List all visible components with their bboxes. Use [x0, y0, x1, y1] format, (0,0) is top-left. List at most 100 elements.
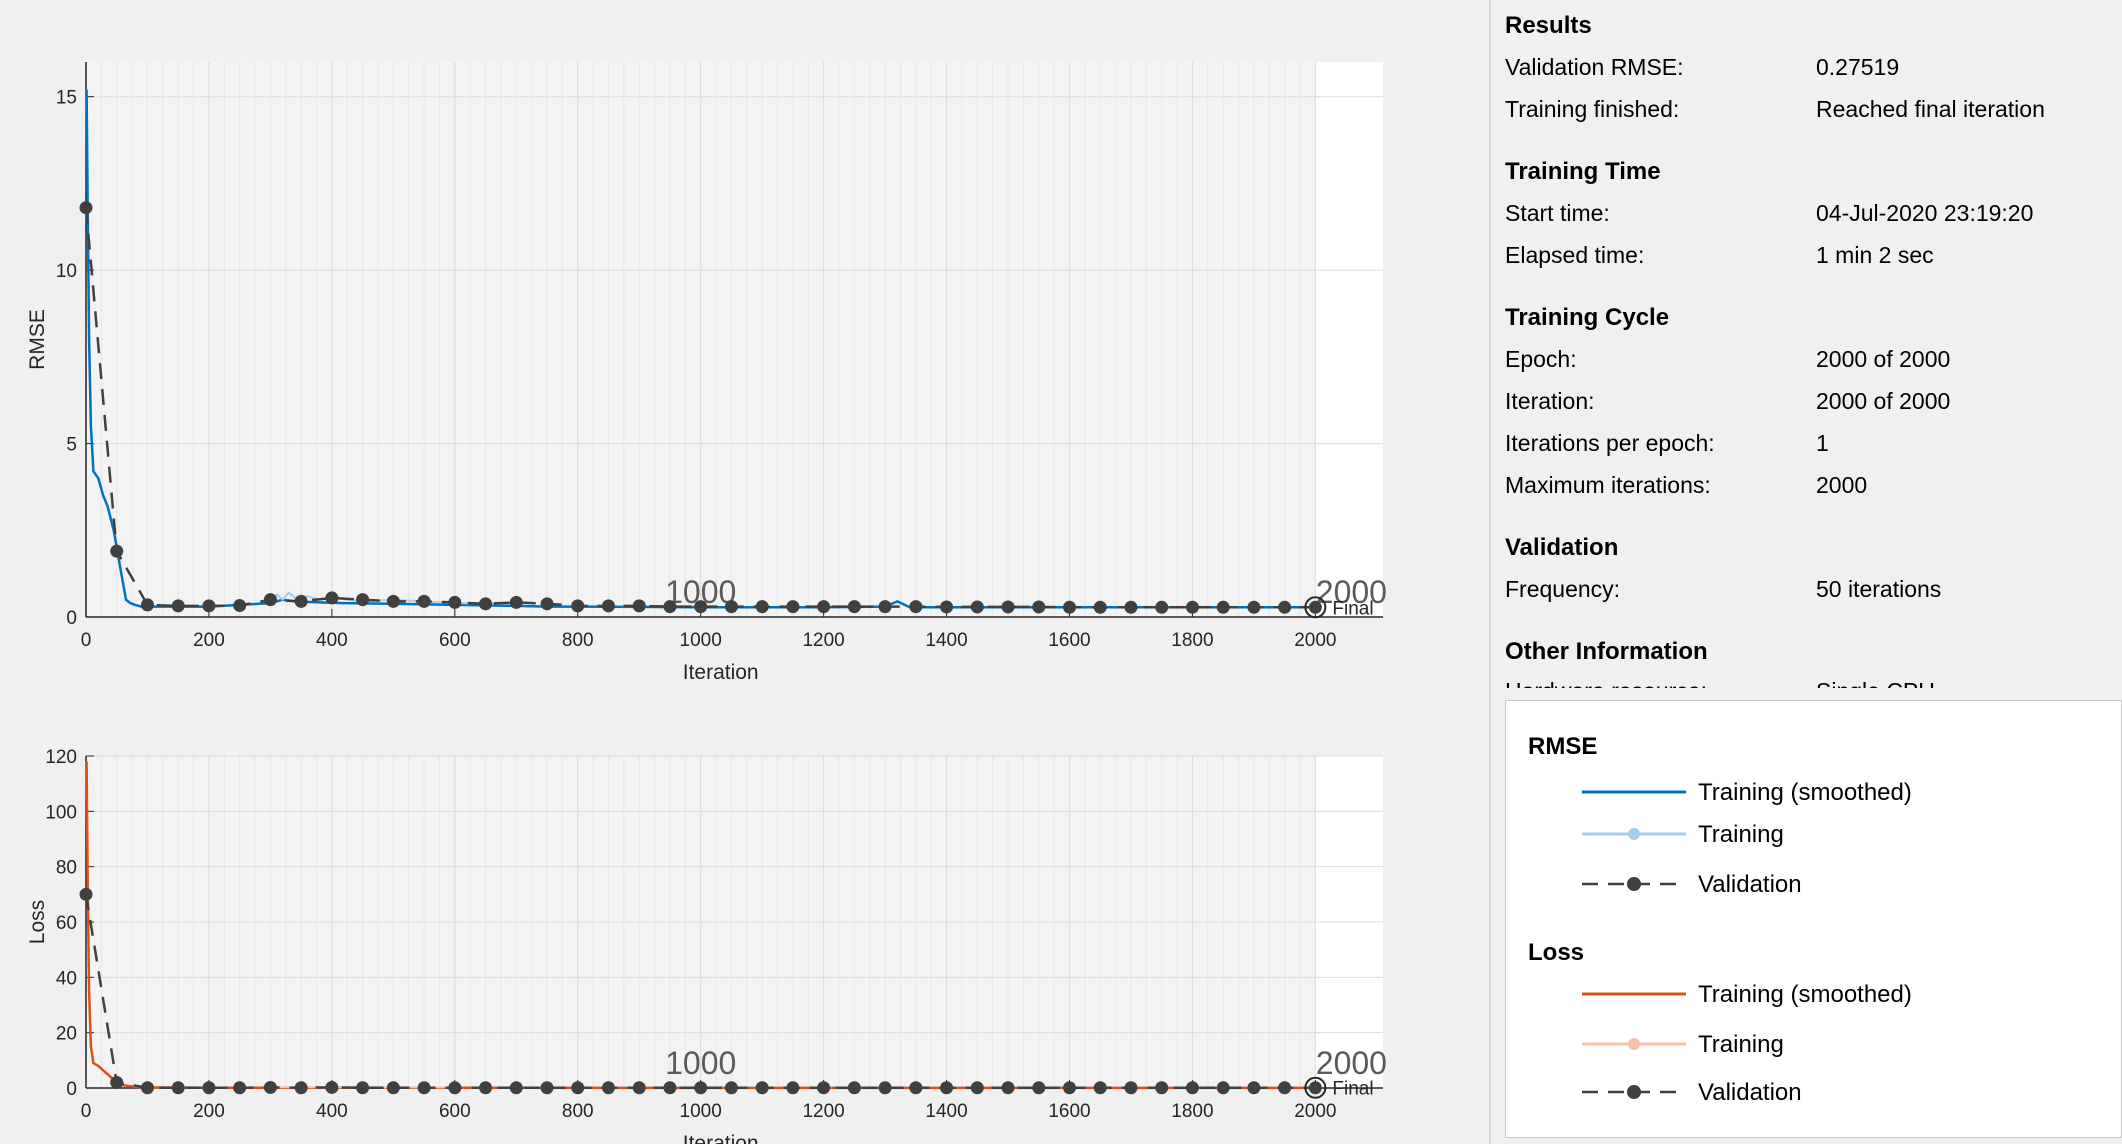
rmse-series-validation-point	[140, 598, 154, 612]
rmse-series-validation-point	[263, 593, 277, 607]
loss-series-validation-point	[110, 1075, 124, 1089]
rmse-series-validation-point	[632, 599, 646, 613]
rmse-x-tick-label: 800	[562, 630, 594, 651]
rmse-series-validation-point	[817, 600, 831, 614]
loss-y-tick-label: 60	[56, 913, 77, 934]
loss-epoch-marker-label: 2000	[1316, 1045, 1387, 1081]
rmse-series-validation-point	[479, 597, 493, 611]
rmse-series-validation-point	[1185, 600, 1199, 614]
epoch-label: Epoch:	[1505, 346, 1577, 372]
loss-series-validation-point	[140, 1081, 154, 1095]
iterations-per-epoch-label: Iterations per epoch:	[1505, 430, 1715, 456]
legend-rmse-smoothed-label: Training (smoothed)	[1698, 779, 1912, 806]
loss-y-axis-label: Loss	[26, 900, 49, 944]
rmse-x-axis-label: Iteration	[683, 661, 759, 684]
validation-heading: Validation	[1505, 534, 1619, 561]
loss-x-tick-label: 200	[193, 1101, 225, 1122]
rmse-epoch-marker-label: 2000	[1316, 574, 1387, 610]
loss-series-validation-point	[1216, 1081, 1230, 1095]
rmse-x-tick-label: 1800	[1171, 630, 1213, 651]
rmse-series-validation-point	[79, 201, 93, 215]
loss-series-validation-point	[1093, 1081, 1107, 1095]
loss-series-validation-point	[1063, 1081, 1077, 1095]
loss-series-validation-point	[540, 1081, 554, 1095]
hardware-resource-label: Hardware resource:	[1505, 678, 1707, 688]
loss-series-validation-point	[263, 1080, 277, 1094]
loss-series-validation-line	[84, 894, 1316, 1089]
loss-series-validation-point	[970, 1081, 984, 1095]
start-time-label: Start time:	[1505, 200, 1610, 226]
loss-series-validation-point	[847, 1081, 861, 1095]
rmse-x-tick-label: 1000	[680, 630, 722, 651]
loss-x-tick-label: 600	[439, 1101, 471, 1122]
loss-y-tick-label: 120	[45, 747, 77, 768]
loss-series-validation-point	[171, 1081, 185, 1095]
maximum-iterations-value: 2000	[1816, 472, 1868, 498]
loss-x-tick-label: 1400	[925, 1101, 967, 1122]
rmse-series-validation-point	[1001, 600, 1015, 614]
rmse-series-validation-point	[663, 600, 677, 614]
rmse-x-tick-label: 200	[193, 630, 225, 651]
loss-series-validation-point	[417, 1081, 431, 1095]
legend-rmse-training-swatch	[1582, 828, 1686, 840]
training-plots: 0 200 400 600 800 1000 1200 1400 1600 1800 2000051…	[26, 62, 1387, 1144]
rmse-series-validation-point	[571, 599, 585, 613]
rmse-series-validation-point	[417, 594, 431, 608]
loss-series-validation-point	[294, 1081, 308, 1095]
rmse-y-tick-label: 10	[56, 261, 77, 282]
results-heading: Results	[1505, 12, 1592, 39]
rmse-series-validation-point	[294, 594, 308, 608]
rmse-x-tick-label: 1400	[925, 630, 967, 651]
rmse-plot: 0 200 400 600 800 1000 1200 1400 1600 1800 2000 0 5 1…	[26, 62, 1387, 684]
loss-final-marker	[1304, 1076, 1327, 1099]
rmse-series-validation-point	[202, 599, 216, 613]
maximum-iterations-label: Maximum iterations:	[1505, 472, 1711, 498]
loss-series-validation-point	[1247, 1081, 1261, 1095]
rmse-series-validation-point	[940, 600, 954, 614]
loss-final-label: Final	[1332, 1079, 1373, 1100]
rmse-series-validation-point	[540, 597, 554, 611]
training-info-panel: Results Validation RMSE: 0.27519 Trainin…	[1491, 0, 2122, 688]
loss-plot: 0 200 400 600 800 1000 1200 1400 1600 1800 2000 0 20…	[26, 747, 1387, 1144]
loss-epoch-marker-label: 1000	[665, 1045, 736, 1081]
legend-loss-heading: Loss	[1528, 939, 1585, 966]
rmse-series-validation-point	[970, 600, 984, 614]
legend-loss-smoothed-swatch	[1582, 992, 1686, 996]
loss-x-tick-label: 800	[562, 1101, 594, 1122]
iteration-value: 2000 of 2000	[1816, 388, 1951, 414]
elapsed-time-value: 1 min 2 sec	[1816, 242, 1934, 268]
rmse-series-validation-point	[1247, 600, 1261, 614]
rmse-series-validation-point	[171, 599, 185, 613]
other-information-heading: Other Information	[1505, 638, 1708, 665]
loss-series-validation-point	[1032, 1081, 1046, 1095]
rmse-y-tick-label: 0	[66, 608, 77, 629]
loss-series-validation-point	[632, 1081, 646, 1095]
legend-rmse-validation-swatch	[1582, 877, 1686, 891]
legend-rmse-heading: RMSE	[1528, 733, 1598, 760]
elapsed-time-label: Elapsed time:	[1505, 242, 1645, 268]
loss-y-tick-label: 100	[45, 802, 77, 823]
loss-y-tick-label: 80	[56, 858, 77, 879]
rmse-series-validation-point	[755, 600, 769, 614]
loss-series-validation-point	[509, 1081, 523, 1095]
rmse-series-validation-point	[1278, 600, 1292, 614]
rmse-final-marker	[1304, 596, 1327, 619]
rmse-series-validation-point	[601, 599, 615, 613]
rmse-final-label: Final	[1332, 598, 1373, 619]
rmse-series-validation-point	[847, 600, 861, 614]
loss-series-validation-point	[1278, 1081, 1292, 1095]
loss-series-validation-point	[694, 1081, 708, 1095]
loss-x-tick-label: 2000	[1294, 1101, 1336, 1122]
validation-rmse-label: Validation RMSE:	[1505, 54, 1684, 80]
loss-series-validation-point	[1308, 1081, 1322, 1095]
loss-series-validation-point	[386, 1081, 400, 1095]
panel-divider[interactable]	[1489, 0, 1491, 1144]
loss-series-validation-point	[79, 887, 93, 901]
rmse-series-validation-point	[1308, 600, 1322, 614]
rmse-series-validation-point	[386, 594, 400, 608]
rmse-series-validation-point	[878, 600, 892, 614]
loss-series-validation-point	[356, 1081, 370, 1095]
training-time-heading: Training Time	[1505, 158, 1661, 185]
loss-x-tick-label: 1000	[680, 1101, 722, 1122]
rmse-series-validation-point	[448, 595, 462, 609]
